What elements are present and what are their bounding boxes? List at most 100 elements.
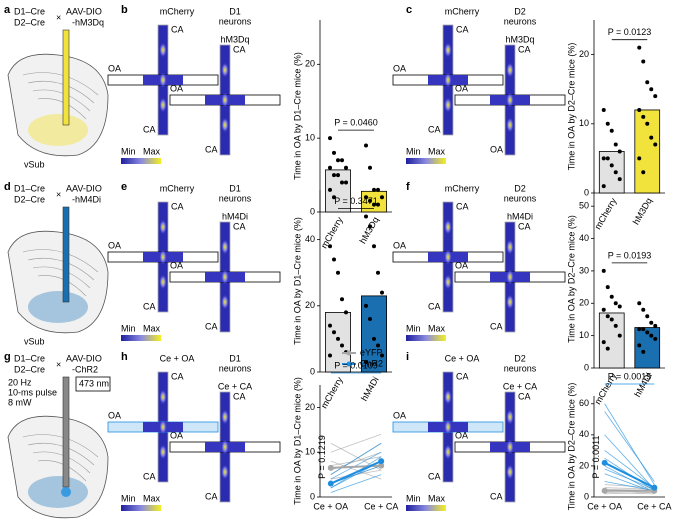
data-point bbox=[368, 198, 372, 203]
data-point bbox=[328, 165, 332, 170]
data-point bbox=[332, 173, 336, 178]
heat-spot bbox=[444, 97, 452, 113]
panel-letter: e bbox=[121, 181, 127, 193]
maze-label: hM3Dq bbox=[505, 34, 534, 44]
mouse-line: D2–Cre bbox=[14, 194, 45, 204]
brain-contour bbox=[22, 434, 99, 458]
region: vSub bbox=[24, 159, 45, 169]
mean-marker bbox=[601, 459, 608, 466]
maze bbox=[392, 371, 504, 483]
maze-label: hM4Di bbox=[507, 211, 533, 221]
data-point bbox=[653, 323, 658, 328]
data-point bbox=[364, 143, 368, 148]
data-point bbox=[637, 343, 642, 348]
data-point bbox=[613, 142, 618, 147]
data-point bbox=[617, 149, 622, 154]
data-point bbox=[364, 214, 368, 219]
maze-label: Ce + CA bbox=[218, 381, 252, 391]
stim: 10-ms pulse bbox=[8, 387, 57, 397]
p-value: P = 0.0193 bbox=[608, 250, 652, 260]
p-value: P = 0.1219 bbox=[317, 435, 327, 479]
data-point bbox=[609, 128, 614, 133]
p-value: P = 0.0109 bbox=[334, 360, 378, 370]
heat-spot bbox=[159, 97, 167, 113]
p-value: P = 0.0015 bbox=[608, 371, 652, 381]
data-point bbox=[380, 353, 384, 358]
individual-line bbox=[604, 403, 655, 485]
arm-label: CA bbox=[143, 124, 156, 134]
colorbar-min: Min bbox=[406, 493, 421, 503]
data-point bbox=[601, 107, 606, 112]
arm-label: OA bbox=[393, 63, 406, 73]
stim: 20 Hz bbox=[8, 377, 32, 387]
data-point bbox=[332, 330, 336, 335]
maze bbox=[392, 24, 504, 136]
panel-title: neurons bbox=[504, 363, 537, 373]
p-value: P = 0.3471 bbox=[334, 196, 378, 206]
brain-contour bbox=[32, 451, 91, 474]
y-tick-label: 40 bbox=[579, 233, 589, 243]
heat-spot bbox=[159, 72, 167, 88]
brain-contour bbox=[27, 257, 95, 281]
heat-spot bbox=[159, 274, 167, 290]
maze-label: mCherry bbox=[445, 183, 480, 193]
data-point bbox=[645, 80, 650, 85]
x-tick-label: hM3Dq bbox=[631, 196, 654, 226]
panel-title: neurons bbox=[219, 193, 252, 203]
x-tick-label: mCherry bbox=[593, 196, 619, 231]
y-axis-label: Time in OA by D1–Cre mice (%) bbox=[292, 217, 302, 345]
heat-spot bbox=[506, 464, 514, 480]
arm-label: CA bbox=[233, 391, 246, 401]
heat-spot bbox=[444, 444, 452, 460]
brain-contour bbox=[37, 98, 87, 120]
colorbar-max: Max bbox=[428, 323, 446, 333]
arm-label: OA bbox=[108, 240, 121, 250]
individual-line bbox=[330, 433, 382, 453]
arm-label: CA bbox=[205, 144, 218, 154]
mouse-line: D1–Cre bbox=[14, 353, 45, 363]
data-point bbox=[340, 158, 344, 163]
data-point bbox=[376, 187, 380, 192]
panel-letter: c bbox=[406, 4, 412, 16]
arm-label: OA bbox=[393, 240, 406, 250]
colorbar bbox=[406, 505, 446, 511]
region: vSub bbox=[24, 336, 45, 346]
colorbar-max: Max bbox=[428, 493, 446, 503]
data-point bbox=[601, 340, 606, 345]
data-point bbox=[344, 165, 348, 170]
data-point bbox=[601, 268, 606, 273]
data-point bbox=[364, 360, 368, 365]
maze-label: mCherry bbox=[445, 6, 480, 16]
individual-line bbox=[330, 460, 382, 480]
y-tick-label: 0 bbox=[310, 366, 315, 376]
heat-spot bbox=[506, 62, 514, 78]
heat-spot bbox=[221, 409, 229, 425]
virus: AAV-DIO bbox=[66, 353, 102, 363]
cross: × bbox=[56, 359, 61, 369]
probe bbox=[62, 29, 70, 126]
y-tick-label: 0 bbox=[584, 491, 589, 501]
panel-letter: a bbox=[4, 4, 11, 16]
heat-spot bbox=[221, 117, 229, 133]
heat-spot bbox=[444, 42, 452, 58]
maze-label: Ce + OA bbox=[160, 353, 195, 363]
panel-title: neurons bbox=[219, 363, 252, 373]
y-tick-label: 40 bbox=[579, 429, 589, 439]
arm-label: CA bbox=[205, 491, 218, 501]
data-point bbox=[332, 150, 336, 155]
data-point bbox=[368, 165, 372, 170]
maze-label: hM4Di bbox=[222, 211, 248, 221]
y-tick-label: 10 bbox=[579, 330, 589, 340]
brain-contour bbox=[32, 266, 91, 289]
panel-letter: b bbox=[121, 4, 128, 16]
data-point bbox=[641, 170, 646, 175]
data-point bbox=[376, 202, 380, 207]
maze bbox=[107, 201, 219, 313]
data-point bbox=[601, 184, 606, 189]
y-axis-label: Time in OA by D2–Cre mice (%) bbox=[566, 215, 576, 343]
data-point bbox=[617, 177, 622, 182]
x-tick-label: Ce + OA bbox=[313, 501, 348, 511]
mouse-line: D2–Cre bbox=[14, 364, 45, 374]
heat-spot bbox=[221, 92, 229, 108]
mean-marker bbox=[378, 458, 385, 465]
